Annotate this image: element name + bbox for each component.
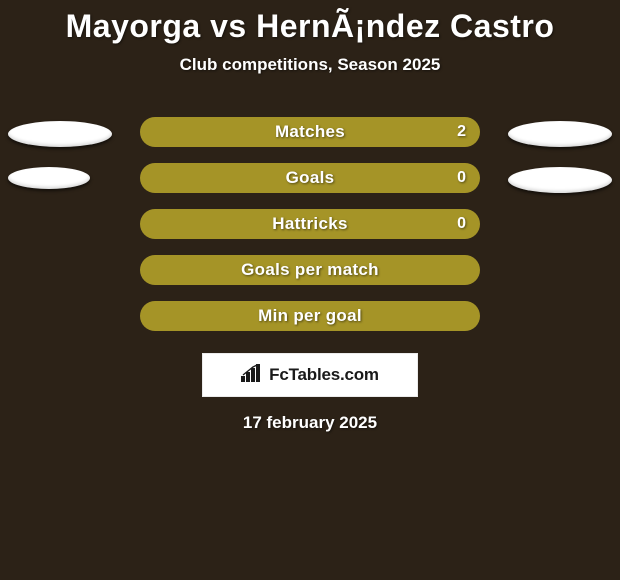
footer-date: 17 february 2025 [0, 413, 620, 433]
stat-bar: Goals 0 [140, 163, 480, 193]
stat-row: Min per goal [0, 301, 620, 347]
left-disc [8, 167, 90, 189]
stat-row: Goals per match [0, 255, 620, 301]
stat-bar: Matches 2 [140, 117, 480, 147]
page-title: Mayorga vs HernÃ¡ndez Castro [0, 8, 620, 45]
stat-label: Goals [286, 168, 335, 188]
comparison-card: Mayorga vs HernÃ¡ndez Castro Club compet… [0, 0, 620, 433]
stat-row: Goals 0 [0, 163, 620, 209]
bars-icon [241, 364, 263, 387]
stat-value: 0 [457, 209, 466, 239]
stat-value: 0 [457, 163, 466, 193]
left-disc [8, 121, 112, 147]
stat-bar: Goals per match [140, 255, 480, 285]
right-disc [508, 167, 612, 193]
stat-row: Matches 2 [0, 117, 620, 163]
brand-text: FcTables.com [269, 365, 379, 385]
stats-rows: Matches 2 Goals 0 Hattricks 0 Goals per match M… [0, 117, 620, 347]
stat-bar: Min per goal [140, 301, 480, 331]
right-disc [508, 121, 612, 147]
stat-label: Goals per match [241, 260, 379, 280]
stat-value: 2 [457, 117, 466, 147]
stat-row: Hattricks 0 [0, 209, 620, 255]
page-subtitle: Club competitions, Season 2025 [0, 55, 620, 75]
brand-box[interactable]: FcTables.com [202, 353, 418, 397]
stat-label: Min per goal [258, 306, 362, 326]
stat-bar: Hattricks 0 [140, 209, 480, 239]
stat-label: Hattricks [272, 214, 347, 234]
stat-label: Matches [275, 122, 345, 142]
